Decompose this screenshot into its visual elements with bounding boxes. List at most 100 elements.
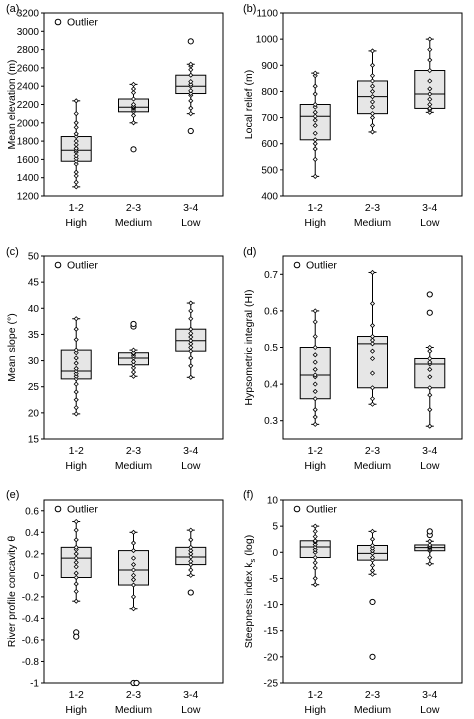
data-point — [130, 594, 137, 600]
y-tick-label: 45 — [28, 278, 40, 289]
box-group-1 — [299, 308, 331, 427]
y-tick-label: 50 — [28, 252, 40, 263]
legend-label: Outlier — [67, 17, 98, 29]
data-point — [312, 366, 318, 373]
data-point — [312, 83, 318, 89]
data-point — [312, 113, 318, 119]
y-axis-label: Steepness index ks (log) — [243, 535, 257, 649]
data-point — [73, 368, 79, 374]
category-label-name: Low — [420, 460, 440, 472]
data-point — [369, 548, 376, 554]
data-point — [312, 141, 318, 147]
y-tick-label: 1400 — [17, 173, 40, 184]
data-point — [427, 561, 433, 567]
box-group-3 — [414, 528, 446, 567]
data-point — [369, 550, 376, 556]
data-point — [188, 79, 194, 85]
category-label-range: 3-4 — [183, 445, 198, 457]
category-label-range: 1-2 — [69, 445, 84, 457]
y-tick-label: -5 — [269, 574, 278, 585]
box-group-2 — [118, 529, 149, 687]
data-point — [369, 83, 376, 89]
data-point — [73, 559, 79, 566]
data-point — [188, 554, 194, 560]
data-point — [312, 575, 318, 581]
data-point — [73, 158, 79, 164]
category-label-range: 3-4 — [422, 202, 437, 214]
data-point — [73, 169, 79, 175]
data-point — [188, 105, 194, 111]
data-point — [130, 373, 137, 379]
data-point — [73, 145, 79, 151]
legend-label: Outlier — [306, 504, 337, 516]
data-point — [427, 344, 433, 351]
data-point — [369, 88, 376, 94]
data-point — [427, 392, 433, 398]
box-group-1 — [60, 98, 92, 190]
box-group-3 — [175, 527, 207, 596]
data-point — [188, 537, 194, 543]
data-point — [369, 396, 376, 402]
panel-label: (c) — [6, 246, 19, 258]
panel-label: (b) — [243, 3, 256, 15]
data-point — [369, 370, 376, 376]
data-point — [369, 401, 376, 407]
data-point — [130, 369, 137, 375]
y-tick-label: 3200 — [17, 9, 40, 20]
data-point — [312, 146, 318, 152]
data-point — [312, 156, 318, 162]
data-point — [73, 555, 79, 561]
data-point — [73, 133, 79, 140]
data-point — [188, 562, 194, 568]
data-point — [369, 73, 376, 79]
data-point — [312, 173, 318, 179]
data-point — [130, 606, 137, 612]
data-point — [312, 104, 318, 110]
y-tick-label: 2000 — [17, 118, 40, 129]
data-point — [188, 67, 194, 73]
data-point — [130, 81, 137, 87]
y-axis-label: River profile concavity θ — [6, 536, 18, 648]
category-label-name: Medium — [115, 217, 153, 229]
data-point — [369, 269, 376, 276]
data-point — [369, 571, 376, 577]
data-point — [369, 348, 376, 354]
data-point — [188, 527, 194, 533]
data-point — [188, 334, 194, 340]
data-point — [369, 111, 376, 117]
category-label-name: Medium — [115, 460, 153, 472]
data-point — [130, 347, 137, 353]
data-point — [427, 359, 433, 365]
data-point — [188, 330, 194, 336]
legend-label: Outlier — [67, 260, 98, 272]
data-point — [130, 582, 137, 588]
y-tick-label: 35 — [28, 330, 40, 341]
y-tick-label: 1200 — [17, 192, 40, 203]
plot-frame — [282, 12, 463, 197]
data-point — [369, 99, 376, 105]
category-label-name: High — [65, 460, 87, 472]
data-point — [312, 549, 318, 555]
y-tick-label: 10 — [267, 496, 279, 507]
y-tick-label: 1100 — [256, 9, 278, 20]
data-point — [73, 337, 79, 343]
data-point — [73, 316, 79, 322]
legend-label: Outlier — [67, 504, 98, 516]
data-point — [130, 359, 137, 365]
outlier-point — [130, 320, 137, 328]
data-point — [427, 86, 433, 92]
panel-label: (d) — [243, 246, 256, 258]
category-label-name: Low — [420, 217, 440, 229]
category-label-range: 1-2 — [69, 689, 84, 701]
data-point — [369, 545, 376, 551]
data-point — [73, 161, 79, 167]
data-point — [188, 558, 194, 564]
outlier-point — [187, 38, 194, 45]
category-label-name: High — [65, 704, 87, 716]
data-point — [427, 554, 433, 561]
data-point — [312, 101, 318, 108]
outlier-point — [426, 528, 433, 535]
y-tick-label: 600 — [261, 139, 278, 150]
data-point — [369, 333, 376, 340]
y-tick-label: -25 — [264, 679, 279, 690]
